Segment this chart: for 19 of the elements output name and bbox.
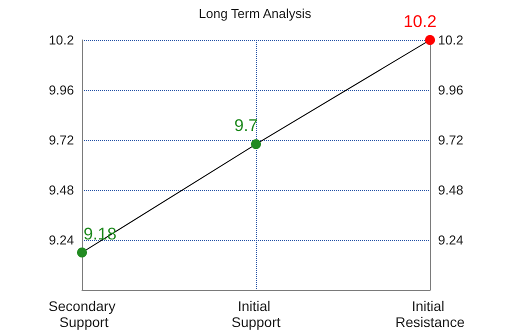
point (77, 248, 87, 258)
y2-tick-label: 9.96 (438, 82, 464, 98)
chart-title: Long Term Analysis (198, 6, 312, 21)
y-tick-label: 9.24 (48, 232, 74, 248)
y2-tick-label: 10.2 (438, 32, 464, 48)
data-label: 10.2 (403, 12, 437, 31)
x-tick-label: Secondary Support (48, 298, 116, 330)
point (251, 139, 261, 150)
y-tick-label: 9.96 (48, 82, 74, 98)
y-tick-label: 9.72 (48, 132, 74, 148)
y2-tick-label: 9.48 (438, 182, 464, 198)
x-tick-label: Initial Resistance (395, 298, 465, 330)
point (425, 35, 435, 45)
y2-tick-label: 9.24 (438, 232, 464, 248)
data-label: 9.7 (234, 116, 258, 136)
y-tick-label: 10.2 (48, 32, 74, 48)
y-tick-label: 9.48 (48, 182, 74, 198)
y2-tick-label: 9.72 (438, 132, 464, 148)
x-tick-label: Initial Support (231, 298, 281, 330)
